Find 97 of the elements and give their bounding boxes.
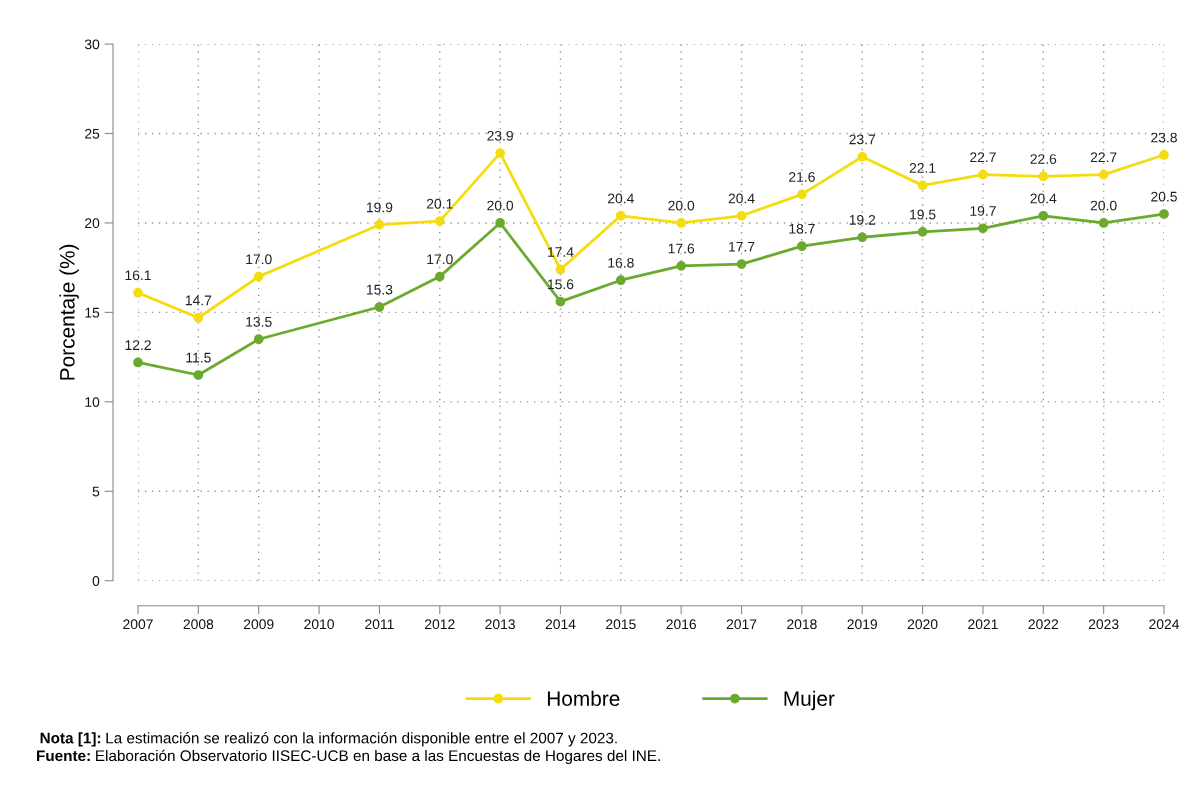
data-label: 20.4 <box>1030 193 1057 204</box>
point <box>1098 169 1109 180</box>
point <box>193 370 204 380</box>
point <box>193 312 204 323</box>
data-label: 16.8 <box>608 257 634 268</box>
y-tick-label: 5 <box>92 486 100 497</box>
data-label: 17.0 <box>246 254 272 265</box>
point <box>978 223 988 234</box>
point <box>797 189 807 200</box>
x-tick-label: 2023 <box>1088 619 1119 630</box>
data-label: 18.7 <box>789 223 815 234</box>
data-label: 20.1 <box>426 198 453 209</box>
data-label: 22.7 <box>970 152 996 163</box>
point <box>434 216 445 227</box>
point <box>736 210 747 221</box>
data-label: 22.6 <box>1030 154 1057 164</box>
data-label: 22.7 <box>1090 152 1117 163</box>
data-label: 23.7 <box>849 134 876 145</box>
x-tick-label: 2012 <box>425 619 455 630</box>
data-label: 15.3 <box>366 284 393 295</box>
data-label: 13.5 <box>246 316 272 327</box>
y-axis-title: Porcentaje (%) <box>59 244 79 380</box>
y-tick-label: 10 <box>85 397 100 407</box>
data-label: 20.0 <box>668 200 695 211</box>
point <box>133 287 143 298</box>
point <box>1159 209 1169 219</box>
data-label: 15.6 <box>548 279 574 290</box>
y-tick-label: 30 <box>84 39 100 50</box>
legend-label: Mujer <box>784 690 835 711</box>
data-label: 20.0 <box>487 200 514 211</box>
point <box>615 210 626 221</box>
data-label: 19.9 <box>366 202 393 213</box>
x-tick-label: 2021 <box>968 619 998 630</box>
data-label: 17.6 <box>668 243 695 254</box>
y-tick-label: 25 <box>85 128 100 139</box>
data-label: 19.7 <box>970 206 996 216</box>
x-tick-label: 2016 <box>666 619 697 630</box>
point <box>1098 218 1109 228</box>
text: Nota [1]: La estimación se realizó con la información disponible entre el 2007 y 2023. <box>40 732 617 747</box>
x-tick-label: 2009 <box>243 619 274 630</box>
point <box>1038 171 1049 182</box>
x-tick-label: 2019 <box>847 619 878 630</box>
point <box>1159 150 1169 160</box>
x-tick-label: 2020 <box>907 619 938 630</box>
data-label: 23.9 <box>487 130 513 141</box>
x-tick-label: 2010 <box>304 619 334 630</box>
data-label: 17.7 <box>729 241 755 252</box>
point <box>253 271 264 282</box>
x-tick-label: 2018 <box>787 619 817 630</box>
point <box>917 227 928 237</box>
x-tick-label: 2008 <box>183 619 214 630</box>
point <box>374 302 385 312</box>
data-label: 22.1 <box>909 163 936 173</box>
point <box>676 261 687 271</box>
point <box>857 232 868 243</box>
x-tick-label: 2015 <box>606 619 636 630</box>
data-label: 19.5 <box>910 209 936 220</box>
data-label: 20.4 <box>608 193 634 204</box>
point <box>253 334 264 345</box>
point <box>736 259 747 269</box>
source-note: Fuente: Elaboración Observatorio IISEC-UCB en base a las Encuestas de Hogares del INE. <box>37 749 660 765</box>
y-tick-label: 20 <box>85 218 100 229</box>
y-tick-label: 15 <box>85 307 100 318</box>
point <box>495 148 505 159</box>
point <box>434 271 445 282</box>
point <box>374 219 385 230</box>
point <box>555 264 566 275</box>
data-label: 17.0 <box>427 254 453 265</box>
data-label: 11.5 <box>186 352 211 363</box>
data-label: 19.2 <box>849 214 876 225</box>
x-tick-label: 2013 <box>485 619 515 630</box>
data-label: 12.2 <box>125 340 151 350</box>
data-label: 16.1 <box>125 270 151 281</box>
x-tick-label: 2007 <box>123 619 153 630</box>
data-label: 14.7 <box>185 295 212 306</box>
point <box>676 218 687 228</box>
y-tick-label: 0 <box>92 576 100 586</box>
x-tick-label: 2022 <box>1028 619 1059 630</box>
point <box>917 180 928 191</box>
data-label: 20.5 <box>1151 191 1177 202</box>
x-tick-label: 2011 <box>365 619 394 630</box>
x-tick-label: 2017 <box>726 619 757 630</box>
point <box>615 275 626 286</box>
data-label: 21.6 <box>789 172 815 182</box>
point <box>978 169 988 180</box>
point <box>797 241 807 252</box>
data-label: 23.8 <box>1151 132 1177 143</box>
point <box>1038 210 1049 221</box>
x-tick-label: 2024 <box>1149 619 1180 630</box>
point <box>857 151 868 162</box>
x-tick-label: 2014 <box>545 619 576 630</box>
data-label: 20.0 <box>1090 200 1117 211</box>
legend-label: Hombre <box>547 690 620 707</box>
data-label: 20.4 <box>728 193 755 204</box>
point <box>495 218 505 228</box>
point <box>133 357 143 368</box>
point <box>555 296 566 307</box>
